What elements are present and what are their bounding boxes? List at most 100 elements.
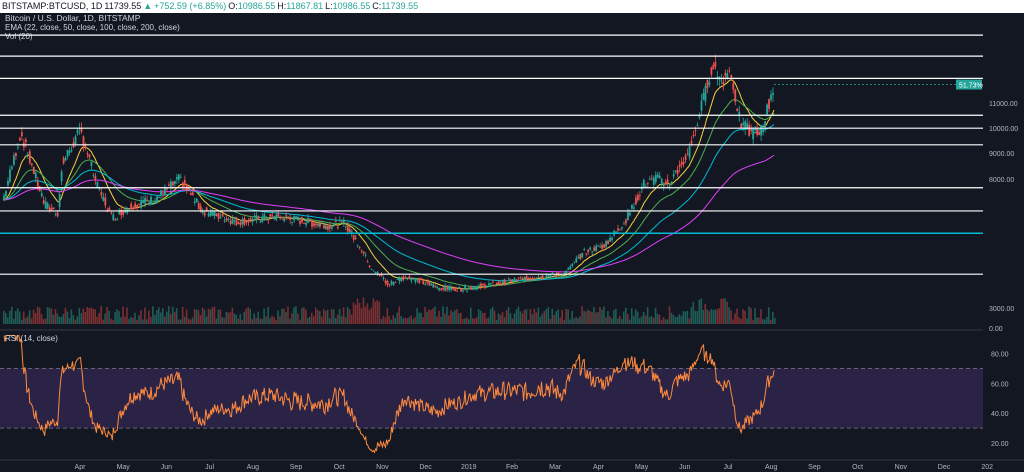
candle-body bbox=[197, 203, 200, 210]
candle-body bbox=[378, 274, 381, 276]
volume-bar bbox=[726, 301, 728, 324]
volume-bar bbox=[730, 310, 732, 324]
candle-body bbox=[384, 280, 387, 283]
volume-bar bbox=[392, 315, 395, 324]
volume-bar bbox=[444, 313, 446, 324]
candle-body bbox=[102, 196, 105, 201]
ema-200-line bbox=[2, 154, 775, 273]
volume-bar bbox=[314, 307, 317, 324]
candle-body bbox=[764, 121, 766, 128]
volume-bar bbox=[605, 317, 607, 324]
candle-body bbox=[631, 204, 633, 209]
candle-body bbox=[330, 226, 333, 229]
rsi-axis-tick: 20.00 bbox=[991, 441, 1009, 448]
candle-body bbox=[211, 211, 214, 216]
volume-bar bbox=[330, 309, 333, 324]
volume-bar bbox=[527, 319, 530, 324]
volume-bar bbox=[686, 310, 689, 324]
volume-bar bbox=[32, 309, 35, 324]
volume-bar bbox=[485, 318, 488, 324]
volume-bar bbox=[22, 311, 25, 324]
volume-bar bbox=[167, 306, 170, 324]
candle-body bbox=[754, 131, 757, 134]
candle-body bbox=[746, 123, 749, 129]
candle-body bbox=[521, 277, 524, 279]
candle-body bbox=[380, 274, 383, 277]
volume-bar bbox=[18, 311, 21, 324]
legend-ema[interactable]: EMA (22, close, 50, close, 100, close, 2… bbox=[5, 23, 180, 32]
time-axis-tick: Apr bbox=[75, 464, 87, 471]
candle-body bbox=[30, 163, 33, 166]
candle-body bbox=[609, 237, 611, 242]
legend-volume[interactable]: Vol (20) bbox=[5, 32, 33, 41]
candle-body bbox=[545, 275, 548, 278]
volume-bar bbox=[632, 315, 635, 324]
volume-bar bbox=[154, 314, 156, 324]
symbol-name[interactable]: BITSTAMP:BTCUSD, 1D bbox=[2, 1, 103, 11]
candle-body bbox=[279, 218, 282, 220]
volume-bar bbox=[275, 319, 277, 324]
candle-body bbox=[166, 188, 168, 190]
candle-body bbox=[672, 174, 675, 177]
candle-body bbox=[356, 244, 359, 246]
volume-bar bbox=[3, 310, 5, 324]
time-axis-tick: Jun bbox=[679, 464, 690, 471]
candle-body bbox=[557, 272, 560, 275]
candle-body bbox=[305, 222, 307, 226]
volume-bar bbox=[622, 311, 625, 324]
volume-bar bbox=[561, 309, 563, 324]
candle-body bbox=[650, 178, 653, 180]
candle-body bbox=[181, 182, 184, 188]
volume-bar bbox=[112, 319, 114, 324]
volume-bar bbox=[517, 306, 520, 324]
volume-bar bbox=[287, 306, 289, 324]
volume-bar bbox=[422, 317, 424, 324]
volume-bar bbox=[626, 314, 629, 324]
legend-title: Bitcoin / U.S. Dollar, 1D, BITSTAMP bbox=[5, 13, 141, 23]
candle-body bbox=[223, 220, 226, 222]
candle-body bbox=[354, 237, 357, 239]
candle-body bbox=[277, 212, 280, 217]
candle-body bbox=[338, 219, 341, 222]
volume-bar bbox=[86, 306, 89, 324]
volume-bar bbox=[277, 310, 279, 324]
candle-body bbox=[511, 279, 514, 282]
close-value: 11739.55 bbox=[381, 1, 419, 11]
candle-body bbox=[621, 226, 623, 229]
volume-bar bbox=[394, 317, 397, 324]
volume-bar bbox=[557, 309, 560, 324]
candle-body bbox=[434, 285, 437, 287]
volume-bar bbox=[503, 317, 506, 324]
candle-body bbox=[221, 213, 224, 217]
candle-body bbox=[138, 203, 141, 205]
candle-body bbox=[313, 223, 315, 227]
candle-body bbox=[571, 263, 574, 266]
candle-body bbox=[237, 222, 240, 224]
volume-bar bbox=[152, 306, 154, 324]
volume-bar bbox=[599, 306, 601, 324]
candle-body bbox=[456, 290, 458, 292]
candle-body bbox=[370, 268, 373, 270]
volume-bar bbox=[227, 312, 230, 324]
volume-bar bbox=[215, 318, 218, 324]
volume-bar bbox=[595, 312, 597, 324]
candle-body bbox=[724, 72, 727, 76]
candle-body bbox=[128, 208, 131, 211]
volume-bar bbox=[285, 312, 287, 324]
candle-body bbox=[688, 146, 691, 158]
volume-bar bbox=[446, 306, 448, 324]
volume-bar bbox=[587, 309, 589, 324]
volume-bar bbox=[400, 316, 403, 324]
volume-bar bbox=[656, 313, 659, 324]
volume-bar bbox=[185, 309, 188, 324]
volume-bar bbox=[529, 309, 532, 324]
volume-bar bbox=[108, 310, 110, 324]
volume-bar bbox=[356, 298, 359, 324]
candle-body bbox=[291, 222, 294, 224]
candle-body bbox=[388, 284, 391, 285]
price-chart[interactable]: 13862.5812951.1311986.0710509.969991.759… bbox=[0, 13, 1024, 472]
rsi-label[interactable]: RSI (14, close) bbox=[5, 334, 58, 343]
volume-bar bbox=[547, 307, 550, 324]
candle-body bbox=[66, 150, 69, 157]
